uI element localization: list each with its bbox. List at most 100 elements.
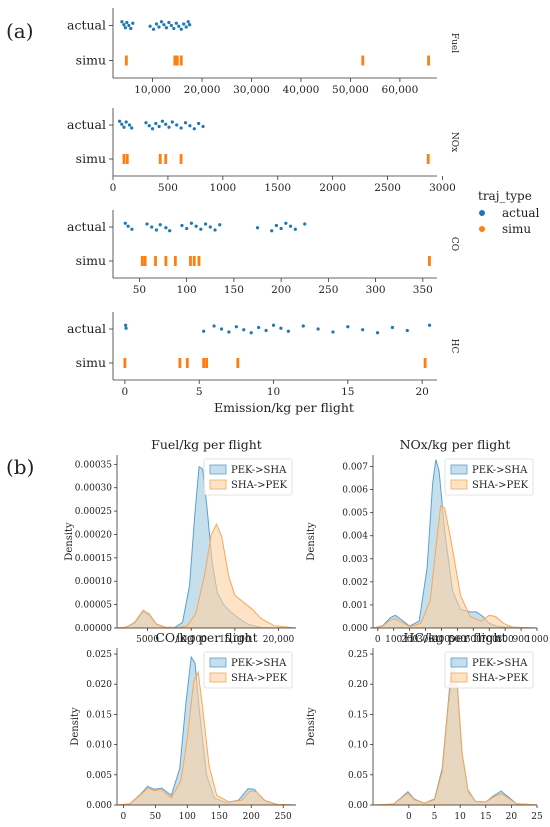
- x-tick-label: 20,000: [184, 84, 221, 96]
- x-tick-label: 200: [401, 635, 418, 645]
- x-tick-label: 10: [267, 386, 280, 398]
- legend-swatch: [450, 479, 468, 490]
- y-tick-label: 0.007: [342, 463, 368, 473]
- x-tick-label: 700: [481, 635, 498, 645]
- x-tick-label: 50: [150, 812, 162, 822]
- y-tick-label: 0.15: [348, 710, 368, 720]
- data-point-actual: [159, 20, 164, 24]
- data-point-actual: [213, 228, 217, 232]
- y-tick-label: 0.003: [342, 555, 368, 565]
- data-point-actual: [126, 224, 130, 228]
- data-point-actual: [218, 223, 222, 227]
- chart-title: NOx/kg per flight: [400, 437, 511, 452]
- data-point-simu: [179, 55, 183, 66]
- x-tick-label: 5000: [136, 635, 159, 645]
- y-tick-label: 0.20: [348, 680, 368, 690]
- data-point-actual: [130, 126, 134, 130]
- data-point-actual: [148, 24, 152, 28]
- data-point-simu: [189, 256, 192, 266]
- legend-marker-simu: [479, 226, 485, 232]
- x-tick-label: 20: [506, 812, 518, 822]
- y-tick-label: 0.00035: [75, 460, 112, 470]
- y-tick-label-simu: simu: [76, 355, 106, 370]
- data-point-actual: [174, 21, 178, 25]
- legend-label: SHA->PEK: [472, 673, 529, 684]
- data-point-actual: [124, 326, 128, 330]
- data-point-actual: [127, 23, 131, 28]
- x-tick-label: 40,000: [283, 84, 320, 96]
- data-point-actual: [188, 23, 192, 27]
- data-point-actual: [192, 127, 196, 131]
- density-area-sha-pek: [372, 504, 538, 629]
- data-point-actual: [120, 122, 124, 126]
- facet-label: Fuel: [449, 33, 459, 53]
- data-point-actual: [164, 122, 168, 126]
- data-point-actual: [175, 123, 179, 127]
- data-point-actual: [271, 323, 276, 327]
- legend-marker-actual: [479, 210, 485, 216]
- data-point-actual: [122, 125, 126, 129]
- x-tick-label: 400: [433, 635, 450, 645]
- data-point-actual: [170, 120, 174, 124]
- y-tick-label-actual: actual: [67, 321, 106, 336]
- x-tick-label: 60,000: [382, 84, 419, 96]
- legend-label: SHA->PEK: [231, 480, 288, 491]
- data-point-simu: [428, 256, 431, 266]
- density-plot-3: 0.000 0.005 0.010 0.015 0.020 0.025 0 50 100 150 2…: [70, 630, 297, 822]
- data-point-actual: [286, 329, 290, 333]
- data-point-actual: [189, 221, 194, 225]
- x-tick-label: 2000: [319, 182, 346, 194]
- data-point-simu: [205, 358, 209, 368]
- data-point-actual: [303, 222, 307, 226]
- x-tick-label: 5: [432, 812, 438, 822]
- data-point-actual: [284, 221, 288, 225]
- data-point-simu: [361, 55, 365, 66]
- data-point-actual: [180, 223, 184, 228]
- x-tick-label: 50,000: [332, 84, 369, 96]
- y-tick-label-actual: actual: [67, 219, 106, 234]
- y-tick-label: 0.00015: [75, 554, 112, 564]
- legend-swatch: [450, 672, 468, 683]
- density-plot-2: 0.000 0.001 0.002 0.003 0.004 0.005 0.006 0.007…: [306, 437, 549, 645]
- legend-label: PEK->SHA: [472, 658, 528, 669]
- legend-label: PEK->SHA: [472, 465, 528, 476]
- x-tick-label: 250: [318, 284, 338, 296]
- y-tick-label: 0.010: [86, 741, 112, 751]
- data-point-simu: [185, 358, 189, 368]
- y-tick-label: 0.020: [86, 680, 112, 690]
- y-tick-label: 0.00020: [75, 530, 112, 540]
- data-point-simu: [125, 154, 129, 164]
- data-point-simu: [154, 256, 157, 266]
- x-tick-label: 150: [224, 284, 244, 296]
- x-tick-label: 3000: [429, 182, 456, 194]
- data-point-actual: [127, 123, 132, 127]
- data-point-actual: [186, 20, 190, 24]
- data-point-actual: [255, 226, 260, 230]
- data-point-simu: [423, 358, 427, 368]
- data-point-actual: [427, 323, 432, 327]
- chart-title: CO/kg per flight: [155, 630, 257, 645]
- data-point-actual: [234, 325, 238, 329]
- x-tick-label: 350: [413, 284, 433, 296]
- data-point-actual: [301, 324, 305, 328]
- y-tick-label: 0.005: [342, 509, 368, 519]
- x-tick-label: 0: [375, 635, 381, 645]
- x-tick-label: 15: [341, 386, 354, 398]
- data-point-simu: [122, 154, 126, 164]
- data-point-actual: [375, 331, 380, 335]
- data-point-simu: [175, 55, 179, 66]
- data-point-simu: [178, 358, 182, 368]
- data-point-actual: [183, 121, 188, 125]
- data-point-actual: [288, 224, 293, 228]
- data-point-actual: [227, 330, 231, 334]
- data-point-actual: [125, 20, 129, 25]
- data-point-actual: [123, 26, 127, 30]
- data-point-actual: [201, 124, 205, 129]
- y-tick-label: 0.025: [86, 650, 112, 660]
- y-tick-label: 0.00025: [75, 507, 112, 517]
- data-point-actual: [257, 325, 261, 330]
- data-point-actual: [151, 27, 156, 31]
- data-point-actual: [179, 126, 183, 130]
- legend-swatch: [209, 657, 227, 668]
- y-tick-label-simu: simu: [76, 53, 106, 68]
